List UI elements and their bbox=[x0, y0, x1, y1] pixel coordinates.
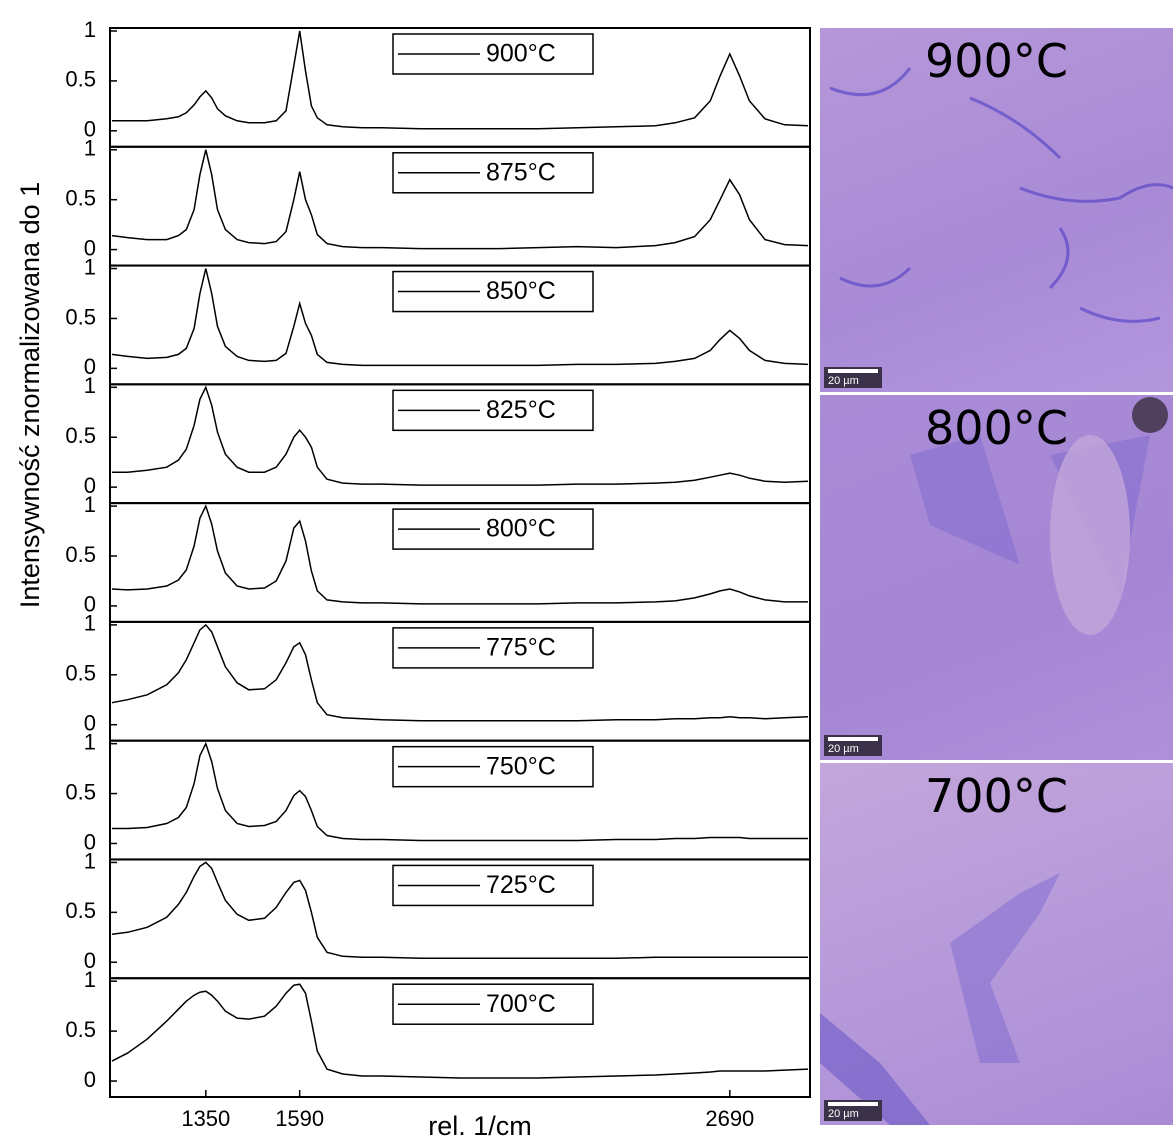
legend-box bbox=[392, 33, 594, 75]
panel-frame bbox=[109, 977, 811, 1099]
spectrum-line bbox=[112, 741, 808, 842]
y-tick-label: 0.5 bbox=[65, 67, 96, 92]
y-tick-label: 0.5 bbox=[65, 185, 96, 210]
y-tick-label: 0.5 bbox=[65, 779, 96, 804]
legend-box bbox=[392, 745, 594, 788]
y-tick-label: 1 bbox=[84, 967, 96, 992]
y-tick-label: 0 bbox=[84, 473, 96, 498]
x-tick-label: 1590 bbox=[275, 1106, 324, 1131]
y-tick-label: 0.5 bbox=[65, 661, 96, 686]
y-tick-label: 0 bbox=[84, 354, 96, 379]
legend-label: 725°C bbox=[486, 871, 556, 899]
y-tick-label: 0.5 bbox=[65, 1017, 96, 1042]
y-tick-label: 1 bbox=[84, 611, 96, 636]
micrograph-texture bbox=[829, 67, 1173, 323]
y-tick-label: 0 bbox=[84, 1067, 96, 1092]
micrograph: 700°C 20 µm bbox=[820, 763, 1173, 1125]
y-tick-label: 0.5 bbox=[65, 304, 96, 329]
legend-label: 900°C bbox=[486, 40, 556, 68]
y-tick-label: 0.5 bbox=[65, 423, 96, 448]
spectrum-line bbox=[111, 861, 808, 960]
scale-bar-label: 20 µm bbox=[828, 1108, 859, 1120]
scale-bar: 20 µm bbox=[824, 1100, 882, 1121]
micrograph: 800°C 20 µm bbox=[820, 395, 1173, 760]
y-tick-label: 0 bbox=[84, 711, 96, 736]
y-axis-label: Intensywność znormalizowana do 1 bbox=[15, 182, 45, 608]
legend-label: 700°C bbox=[486, 990, 556, 1018]
y-tick-label: 0 bbox=[84, 235, 96, 260]
micrograph-label: 900°C bbox=[925, 34, 1068, 88]
spectrum-line bbox=[111, 623, 809, 722]
legend-label: 875°C bbox=[486, 158, 556, 186]
y-tick-label: 1 bbox=[84, 848, 96, 873]
legend-label: 775°C bbox=[486, 633, 556, 661]
spectrum-line bbox=[111, 504, 808, 605]
y-tick-label: 0.5 bbox=[65, 542, 96, 567]
x-axis-label: rel. 1/cm bbox=[428, 1111, 532, 1141]
legend-label: 850°C bbox=[486, 277, 556, 305]
micrograph-label: 800°C bbox=[925, 401, 1068, 455]
scale-bar-label: 20 µm bbox=[828, 743, 859, 755]
y-tick-label: 1 bbox=[84, 492, 96, 517]
x-tick-label: 1350 bbox=[181, 1106, 230, 1131]
y-tick-label: 1 bbox=[84, 254, 96, 279]
scale-bar-label: 20 µm bbox=[828, 375, 859, 387]
spectrum-line bbox=[111, 983, 809, 1079]
spectrum-line bbox=[112, 385, 809, 486]
legend-label: 750°C bbox=[486, 752, 556, 780]
micrograph: 900°C 20 µm bbox=[820, 28, 1173, 392]
y-tick-label: 0 bbox=[84, 592, 96, 617]
micrograph-texture bbox=[910, 397, 1168, 635]
chart: Intensywność znormalizowana do 1 rel. 1/… bbox=[15, 17, 811, 1141]
y-tick-label: 0 bbox=[84, 948, 96, 973]
spectrum-line bbox=[111, 149, 809, 250]
y-tick-label: 0 bbox=[84, 829, 96, 854]
y-tick-label: 0.5 bbox=[65, 898, 96, 923]
micrograph-texture bbox=[820, 873, 1060, 1125]
y-tick-label: 0 bbox=[84, 117, 96, 142]
legend-label: 825°C bbox=[486, 396, 556, 424]
y-tick-label: 1 bbox=[84, 373, 96, 398]
scale-bar: 20 µm bbox=[824, 735, 882, 756]
spectrum-line bbox=[112, 30, 809, 130]
scale-bar: 20 µm bbox=[824, 367, 882, 388]
x-tick-label: 2690 bbox=[705, 1106, 754, 1131]
micrograph-label: 700°C bbox=[925, 769, 1068, 823]
y-tick-label: 1 bbox=[84, 136, 96, 161]
y-tick-label: 1 bbox=[84, 729, 96, 754]
legend-label: 800°C bbox=[486, 515, 556, 543]
y-tick-label: 1 bbox=[84, 17, 96, 42]
spectrum-line bbox=[111, 268, 809, 367]
